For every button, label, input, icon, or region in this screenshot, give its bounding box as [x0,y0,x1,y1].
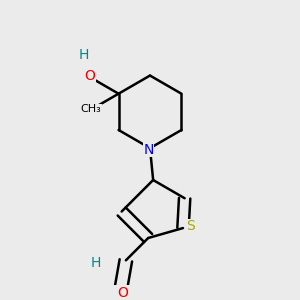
Text: O: O [117,286,128,300]
Text: H: H [79,49,89,62]
Text: O: O [84,69,95,83]
Text: CH₃: CH₃ [80,104,101,115]
Text: N: N [143,143,154,157]
Text: H: H [91,256,101,270]
Text: S: S [187,220,195,233]
